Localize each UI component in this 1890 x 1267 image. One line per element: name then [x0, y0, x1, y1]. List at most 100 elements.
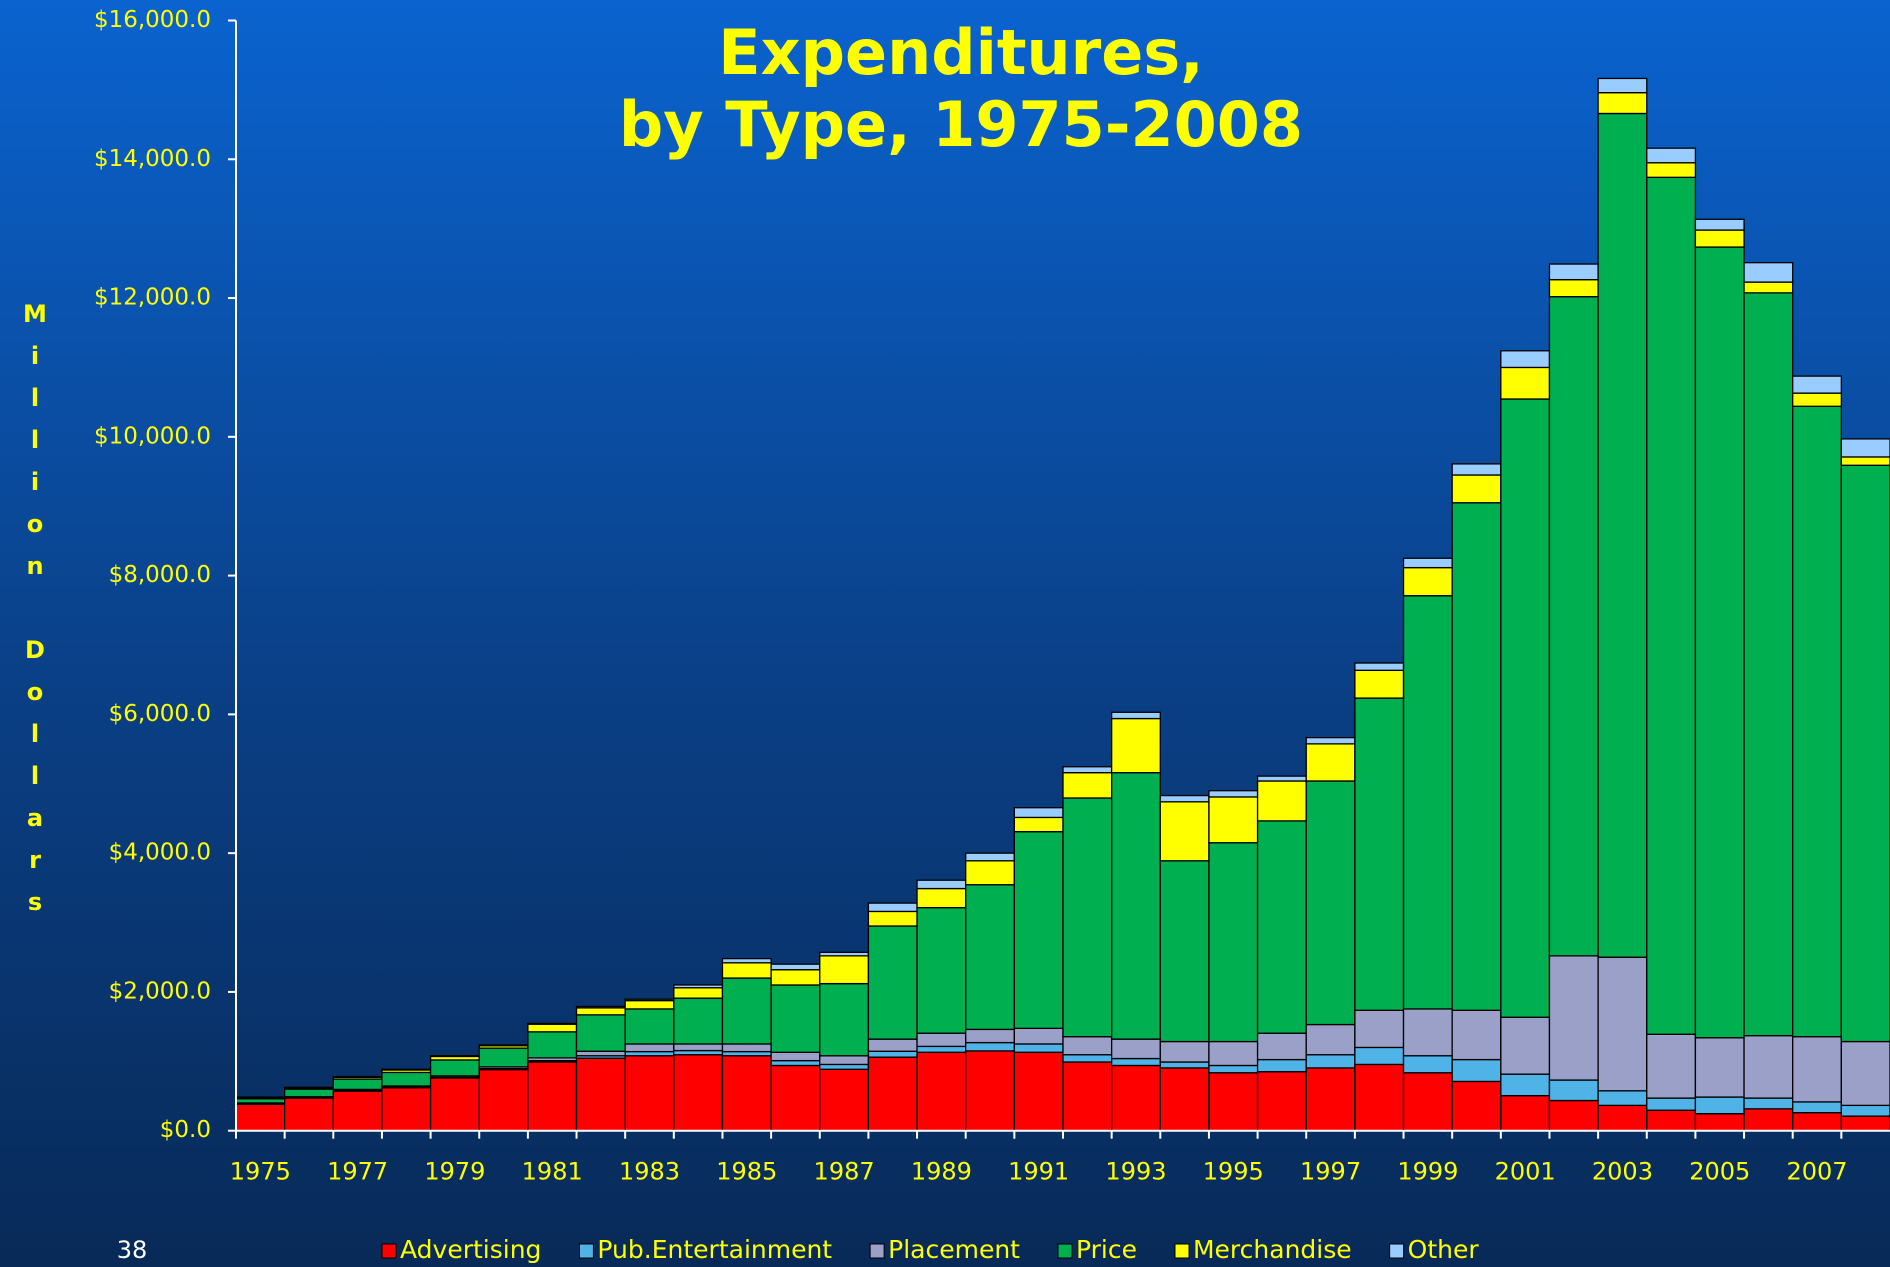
bar-segment — [916, 879, 967, 890]
bar-segment — [916, 906, 967, 1034]
bar-segment — [1743, 1034, 1794, 1099]
bar-segment — [867, 1038, 918, 1052]
bar-segment — [916, 1032, 967, 1048]
bar-segment — [1597, 92, 1648, 115]
bar-segment — [1354, 1063, 1405, 1132]
bar-segment — [575, 1057, 626, 1132]
x-tick-label: 1981 — [522, 1158, 583, 1186]
bar-segment — [1305, 1023, 1356, 1056]
bar-segment — [965, 1050, 1016, 1132]
bar-segment — [965, 884, 1016, 1031]
bar-segment — [673, 987, 724, 999]
bar-segment — [1256, 820, 1307, 1034]
chart-title: Expenditures, — [718, 16, 1203, 89]
bar-segment — [1110, 711, 1161, 720]
bar-segment — [624, 1043, 675, 1053]
bar-segment — [965, 1041, 1016, 1052]
x-tick-label: 1979 — [424, 1158, 485, 1186]
legend-swatch — [381, 1243, 397, 1259]
bar-segment — [1840, 456, 1890, 466]
bar-segment — [1451, 1009, 1502, 1061]
legend-label: Merchandise — [1193, 1235, 1352, 1264]
bar-segment — [1597, 77, 1648, 94]
bar-segment — [1597, 956, 1648, 1092]
bar-segment — [478, 1044, 529, 1047]
bar-segment — [283, 1097, 334, 1132]
bar-segment — [1013, 807, 1064, 819]
bar-segment — [283, 1088, 334, 1098]
x-tick-label: 1983 — [619, 1158, 680, 1186]
x-tick-label: 1999 — [1397, 1158, 1458, 1186]
bar-segment — [1646, 1097, 1697, 1111]
bar-segment — [624, 1055, 675, 1132]
bar-segment — [1646, 1033, 1697, 1099]
bar-segment — [1402, 1055, 1453, 1074]
bar-segment — [429, 1077, 480, 1132]
bar-segment — [527, 1023, 578, 1033]
bar-segment — [721, 1043, 772, 1053]
bar-segment — [1305, 743, 1356, 782]
bar-segment — [1500, 366, 1551, 400]
bar-segment — [819, 982, 870, 1057]
bar-segment — [235, 1103, 286, 1132]
bar-segment — [1694, 246, 1745, 1039]
bar-segment — [1792, 1101, 1843, 1114]
y-tick-label: $4,000.0 — [109, 840, 211, 866]
bar-segment — [1548, 296, 1599, 957]
bar-segment — [527, 1061, 578, 1132]
x-tick-label: 1989 — [911, 1158, 972, 1186]
bar-segment — [1159, 1067, 1210, 1132]
bar-segment — [1354, 1046, 1405, 1066]
bar-segment — [1208, 842, 1259, 1043]
bar-segment — [1402, 1072, 1453, 1132]
x-tick-label: 2007 — [1786, 1158, 1847, 1186]
bar-segment — [1694, 1096, 1745, 1115]
bar-segment — [1354, 1009, 1405, 1049]
bar-segment — [1646, 147, 1697, 164]
bar-segment — [1792, 405, 1843, 1038]
bar-segment — [721, 962, 772, 979]
bar-segment — [916, 1051, 967, 1132]
bar-segment — [673, 984, 724, 989]
y-tick-label: $2,000.0 — [109, 978, 211, 1004]
bar-segment — [1062, 1036, 1113, 1056]
x-tick-label: 1993 — [1105, 1158, 1166, 1186]
bar-segment — [1402, 557, 1453, 569]
bar-segment — [1743, 1097, 1794, 1110]
bar-segment — [819, 1055, 870, 1066]
bar-segment — [527, 1031, 578, 1059]
bar-segment — [1840, 438, 1890, 458]
bar-segment — [1694, 1113, 1745, 1132]
bar-segment — [1792, 1112, 1843, 1132]
y-tick-label: $10,000.0 — [94, 423, 211, 449]
bar-segment — [1402, 1008, 1453, 1057]
bar-segment — [770, 969, 821, 986]
bar-segment — [721, 1055, 772, 1132]
bar-segment — [1110, 1038, 1161, 1060]
bar-segment — [1402, 595, 1453, 1010]
legend-label: Price — [1076, 1235, 1137, 1264]
bar-segment — [1548, 1099, 1599, 1132]
bar-segment — [1694, 1037, 1745, 1098]
legend-label: Other — [1408, 1235, 1480, 1264]
bar-segment — [1110, 1064, 1161, 1132]
bar-segment — [429, 1059, 480, 1077]
bar-segment — [1305, 780, 1356, 1026]
bar-segment — [283, 1086, 334, 1089]
bar-segment — [575, 1014, 626, 1052]
x-tick-label: 1975 — [230, 1158, 291, 1186]
bar-segment — [1694, 229, 1745, 248]
y-tick-label: $8,000.0 — [109, 562, 211, 588]
bar-segment — [770, 1059, 821, 1067]
bar-segment — [1548, 955, 1599, 1081]
bar-segment — [332, 1075, 383, 1078]
bar-segment — [1500, 1073, 1551, 1097]
chart-title: by Type, 1975-2008 — [619, 88, 1303, 161]
bar-segment — [429, 1055, 480, 1058]
legend-label: Advertising — [400, 1235, 541, 1264]
bar-segment — [1354, 697, 1405, 1011]
bar-segment — [527, 1022, 578, 1025]
legend-swatch — [1389, 1243, 1405, 1259]
bar-segment — [1402, 566, 1453, 597]
bar-segment — [673, 997, 724, 1045]
